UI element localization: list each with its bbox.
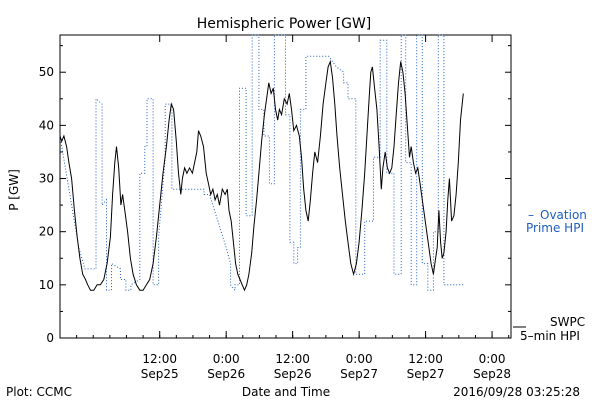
x-tick-label-time: 0:00	[213, 352, 240, 366]
series-ovation-prime-hpi	[59, 34, 464, 292]
x-tick-label-date: Sep26	[207, 367, 245, 381]
x-axis-label: Date and Time	[242, 385, 330, 399]
x-tick-label-time: 12:00	[408, 352, 443, 366]
x-tick-label-time: 12:00	[275, 352, 310, 366]
y-tick-label: 0	[46, 331, 54, 345]
legend: – Ovation Prime HPI SWPC 5–min HPI	[513, 208, 587, 343]
y-tick-label: 30	[39, 172, 54, 186]
legend-swpc-label-2: 5–min HPI	[520, 329, 580, 343]
x-tick-label-time: 12:00	[142, 352, 177, 366]
y-tick-label: 10	[39, 278, 54, 292]
y-tick-label: 40	[39, 118, 54, 132]
legend-swpc-label-1: SWPC	[550, 315, 585, 329]
x-tick-label-date: Sep27	[340, 367, 378, 381]
y-tick-label: 20	[39, 225, 54, 239]
x-tick-label-date: Sep26	[274, 367, 312, 381]
y-tick-label: 50	[39, 65, 54, 79]
x-tick-label-date: Sep27	[407, 367, 445, 381]
series-swpc-hpi	[59, 59, 464, 292]
legend-ovation-dash: –	[528, 208, 534, 222]
legend-ovation-label-2: Prime HPI	[526, 221, 584, 235]
chart-title: Hemispheric Power [GW]	[197, 16, 372, 32]
y-axis: 0 10 20 30 40 50	[39, 45, 511, 345]
footer-plot-credit: Plot: CCMC	[6, 385, 72, 399]
x-tick-label-time: 0:00	[346, 352, 373, 366]
footer-timestamp: 2016/09/28 03:25:28	[453, 385, 580, 399]
x-tick-label-time: 0:00	[479, 352, 506, 366]
legend-ovation-label-1: Ovation	[540, 208, 587, 222]
x-tick-label-date: Sep28	[473, 367, 511, 381]
plot-frame	[59, 34, 512, 339]
x-axis: 12:00Sep250:00Sep2612:00Sep260:00Sep2712…	[59, 35, 511, 381]
series-layer	[59, 34, 464, 292]
x-tick-label-date: Sep25	[141, 367, 179, 381]
y-axis-label: P [GW]	[7, 169, 21, 211]
